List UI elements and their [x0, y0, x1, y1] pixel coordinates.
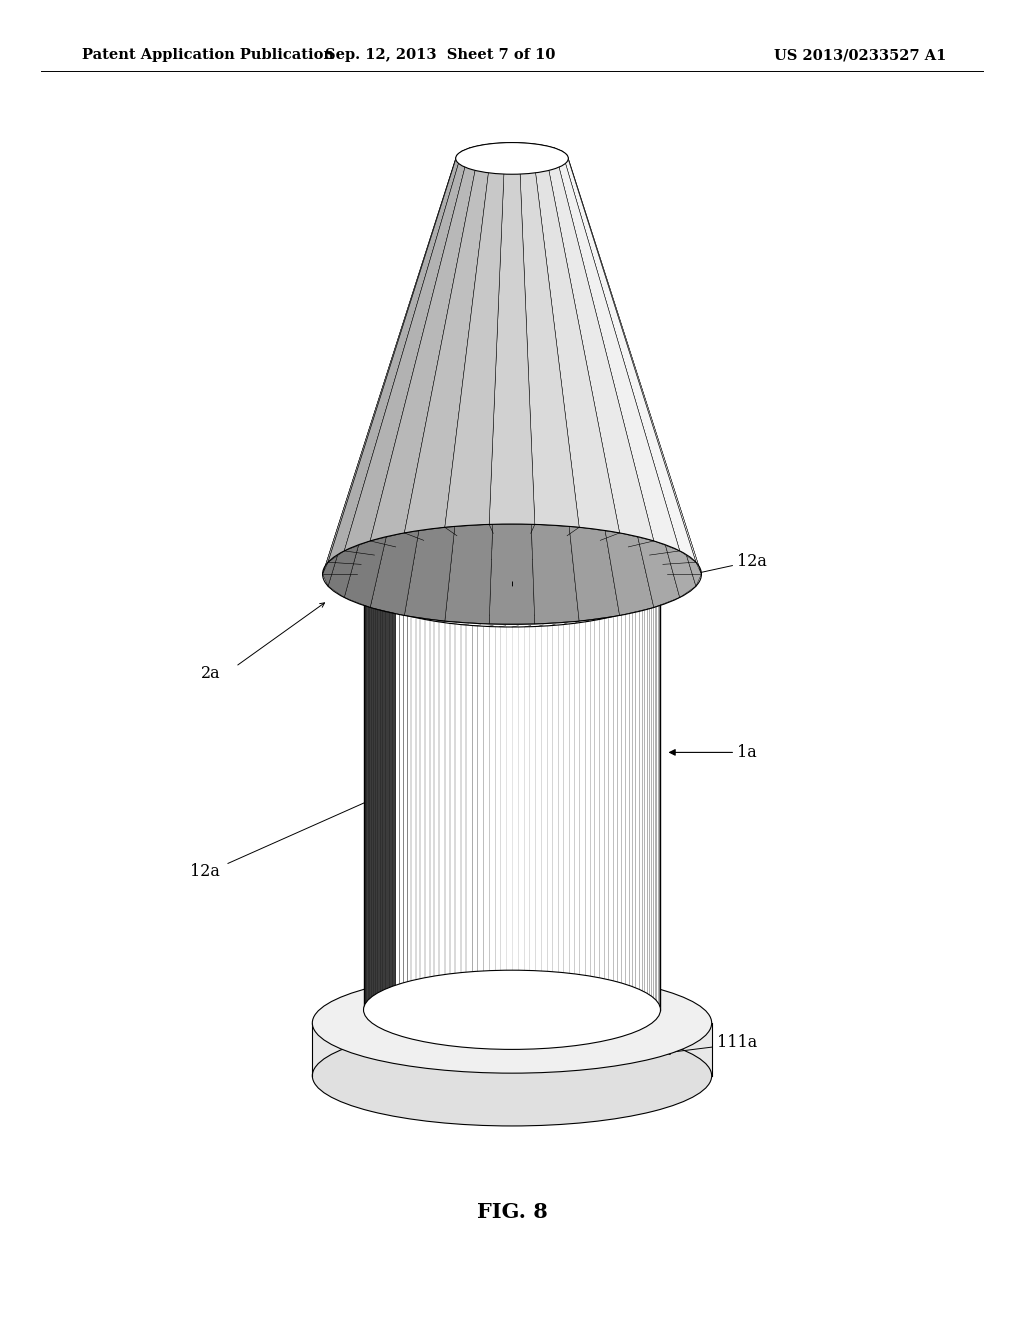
- Text: FIG. 8: FIG. 8: [476, 1201, 548, 1222]
- Text: 12a: 12a: [737, 553, 767, 569]
- Polygon shape: [364, 587, 660, 1010]
- Polygon shape: [566, 158, 701, 586]
- Polygon shape: [323, 158, 458, 586]
- Polygon shape: [544, 169, 653, 615]
- Ellipse shape: [364, 548, 660, 627]
- Polygon shape: [444, 143, 505, 527]
- Polygon shape: [328, 162, 462, 598]
- Polygon shape: [404, 172, 492, 622]
- Polygon shape: [489, 143, 535, 524]
- Polygon shape: [371, 169, 480, 615]
- Polygon shape: [532, 172, 620, 622]
- Polygon shape: [562, 150, 696, 562]
- Text: Sep. 12, 2013  Sheet 7 of 10: Sep. 12, 2013 Sheet 7 of 10: [326, 49, 555, 62]
- Polygon shape: [323, 154, 458, 574]
- Text: 1a: 1a: [737, 744, 757, 760]
- Polygon shape: [344, 166, 470, 607]
- Text: 2a: 2a: [201, 665, 220, 681]
- Polygon shape: [554, 166, 680, 607]
- Text: US 2013/0233527 A1: US 2013/0233527 A1: [774, 49, 946, 62]
- Polygon shape: [312, 1023, 712, 1076]
- Polygon shape: [519, 143, 580, 527]
- Text: Patent Application Publication: Patent Application Publication: [82, 49, 334, 62]
- Polygon shape: [519, 173, 580, 624]
- Polygon shape: [364, 587, 396, 1010]
- Ellipse shape: [312, 973, 712, 1073]
- Polygon shape: [554, 148, 680, 550]
- Text: 21a: 21a: [334, 544, 364, 560]
- Polygon shape: [328, 150, 462, 562]
- Polygon shape: [489, 174, 535, 624]
- Polygon shape: [404, 144, 492, 533]
- Polygon shape: [532, 144, 620, 533]
- Polygon shape: [562, 162, 696, 598]
- Text: 12a: 12a: [190, 863, 220, 879]
- Ellipse shape: [456, 143, 568, 174]
- Text: 111a: 111a: [717, 1035, 757, 1051]
- Polygon shape: [344, 148, 470, 550]
- Ellipse shape: [312, 1026, 712, 1126]
- Polygon shape: [371, 145, 480, 541]
- Ellipse shape: [364, 970, 660, 1049]
- Ellipse shape: [406, 558, 618, 616]
- Polygon shape: [566, 154, 701, 574]
- Polygon shape: [544, 145, 653, 541]
- Polygon shape: [444, 173, 505, 624]
